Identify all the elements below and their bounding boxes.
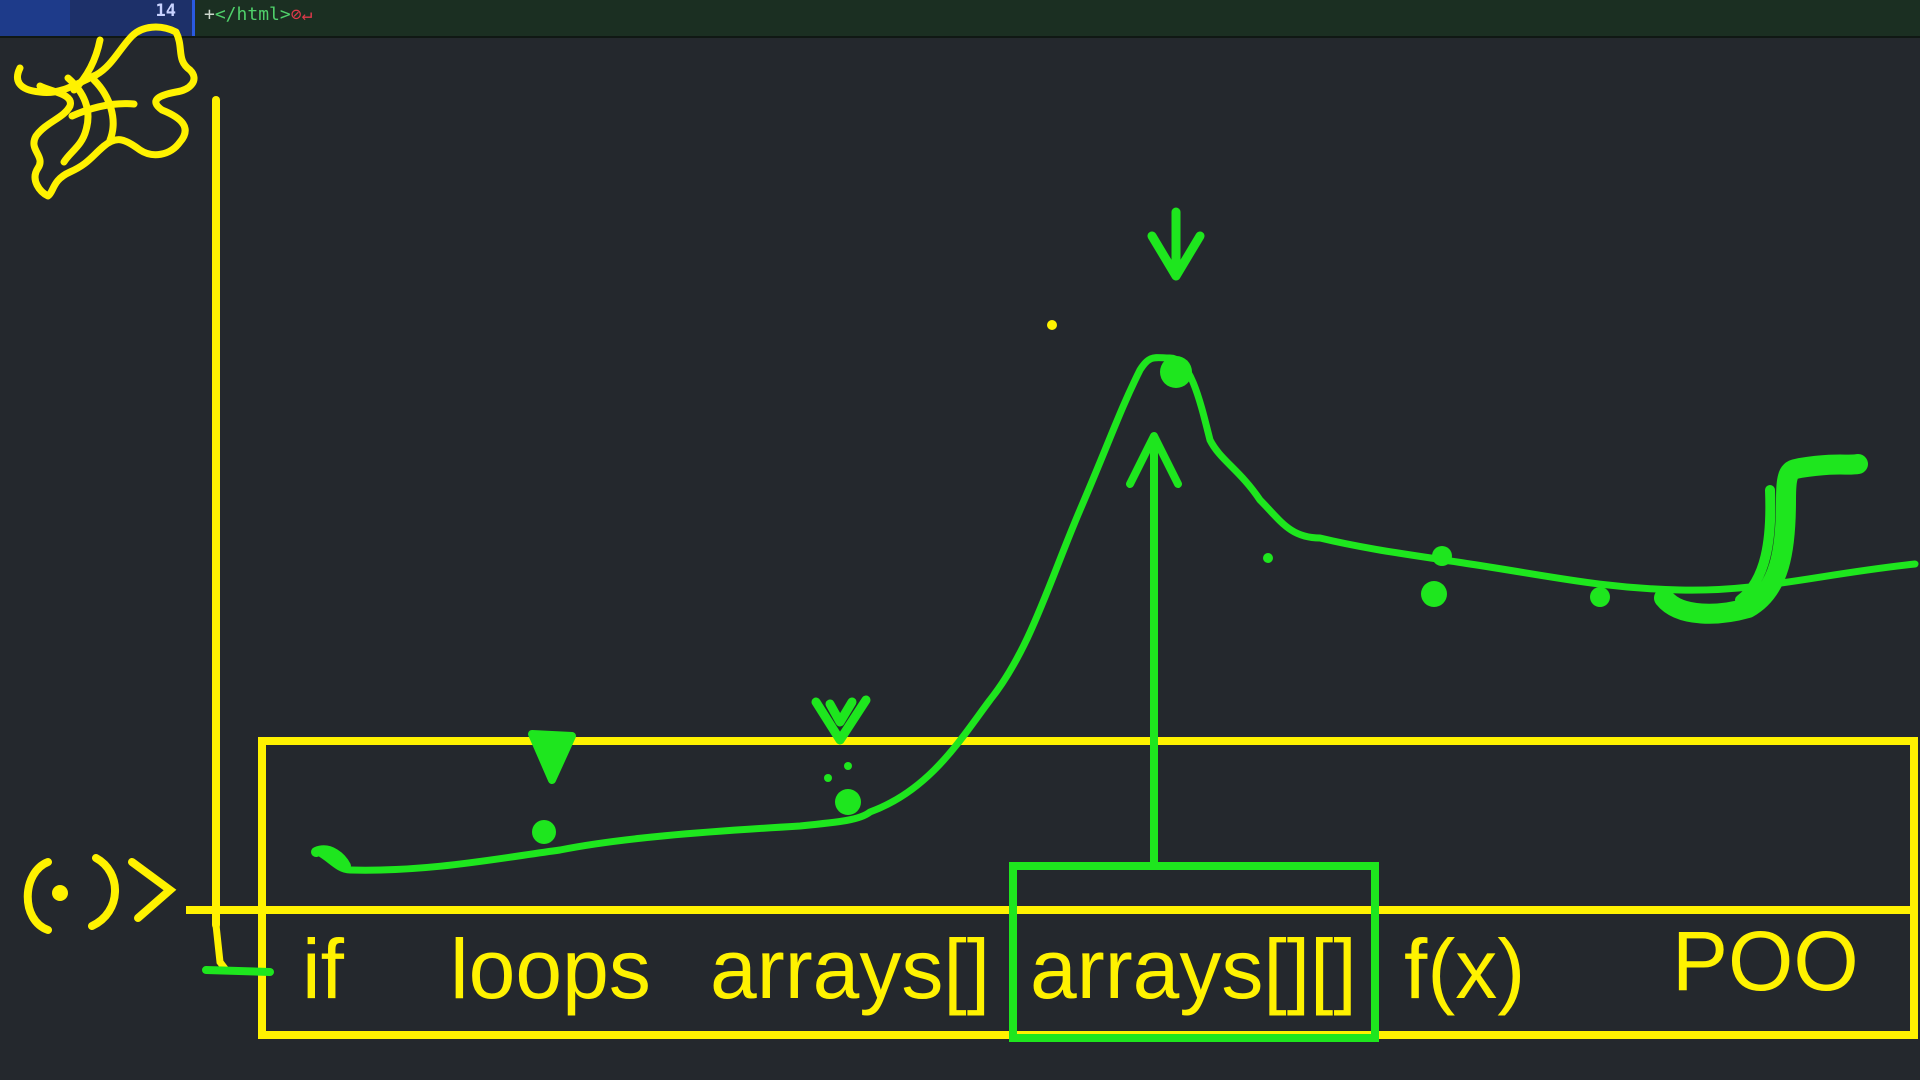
topic-label-poo: POO bbox=[1672, 914, 1859, 1008]
curve-point-loops bbox=[532, 820, 556, 844]
curve-hook-right bbox=[1654, 454, 1868, 624]
curve-point-poo bbox=[1590, 587, 1610, 607]
curve-speck bbox=[824, 774, 832, 782]
progress-curve bbox=[314, 354, 1919, 874]
highlight-box bbox=[1009, 862, 1379, 1042]
editor-line-strip: 14 +</html>⊘↵ bbox=[0, 0, 1920, 38]
down-arrow-icon bbox=[1147, 207, 1205, 281]
topic-label-arrays: arrays[] bbox=[710, 922, 990, 1016]
face-doodle-icon bbox=[23, 854, 177, 934]
diff-plus-marker: + bbox=[204, 4, 215, 25]
curve-speck bbox=[1263, 553, 1273, 563]
code-line: +</html>⊘↵ bbox=[204, 4, 312, 26]
axis-foot bbox=[212, 921, 230, 974]
curve-point-peak bbox=[1160, 356, 1192, 388]
curve-start-hook bbox=[311, 845, 351, 871]
down-arrow-icon bbox=[811, 695, 871, 745]
down-arrow-icon bbox=[528, 730, 576, 784]
code-line-text: </html> bbox=[214, 4, 291, 25]
yellow-speck bbox=[1047, 320, 1057, 330]
curve-point-arrays bbox=[835, 789, 861, 815]
topic-label-fx: f(x) bbox=[1404, 922, 1525, 1016]
curve-point-fx-top bbox=[1432, 546, 1452, 566]
topic-label-if: if bbox=[302, 922, 345, 1016]
up-arrow-icon bbox=[1126, 432, 1182, 868]
topic-label-loops: loops bbox=[450, 922, 651, 1016]
line-number: 14 bbox=[155, 1, 176, 21]
bow-scribble-icon bbox=[14, 23, 198, 200]
topic-label-arrays-2d: arrays[][] bbox=[1030, 922, 1357, 1016]
curve-hook-right-inner bbox=[1735, 485, 1776, 605]
axis-foot-green bbox=[202, 966, 274, 976]
curve-point-fx bbox=[1421, 581, 1447, 607]
curve-speck bbox=[844, 762, 852, 770]
line-end-marks-icon: ⊘↵ bbox=[290, 4, 313, 25]
